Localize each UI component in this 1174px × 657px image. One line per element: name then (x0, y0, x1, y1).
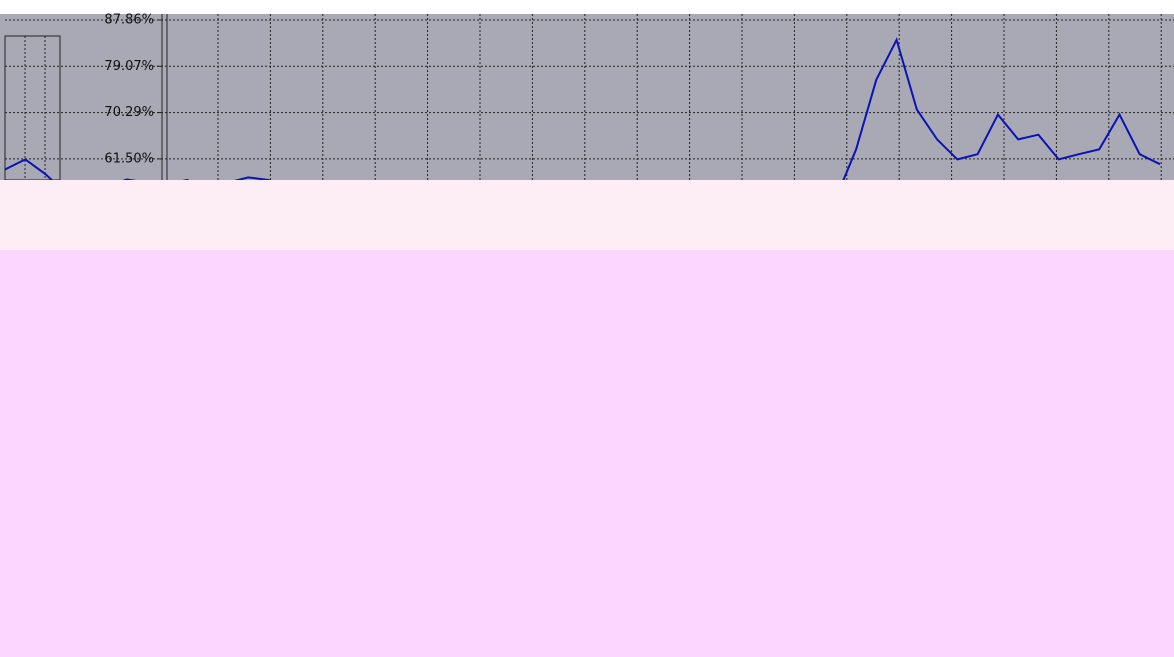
chart-background (0, 14, 1174, 180)
top-strip (0, 0, 1174, 14)
corrupt-band (0, 180, 1174, 250)
data-line (4, 37, 1161, 180)
vertical-grid (24, 14, 1162, 180)
